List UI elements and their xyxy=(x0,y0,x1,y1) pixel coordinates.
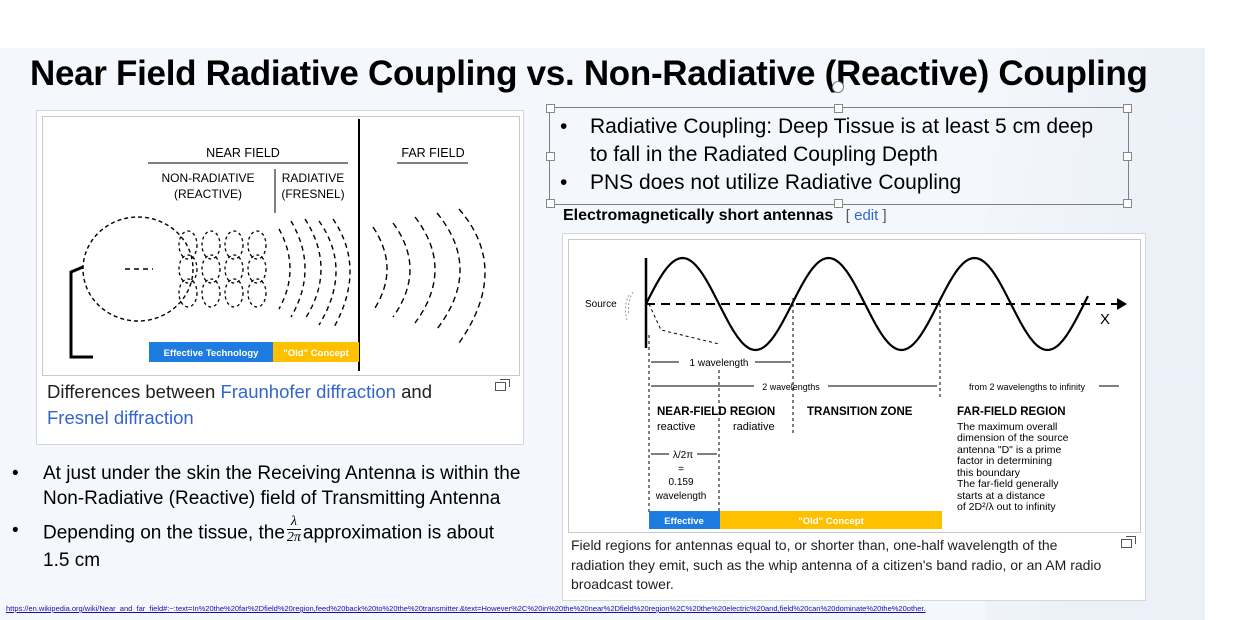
figure1-caption: Differences between Fraunhofer diffracti… xyxy=(47,379,487,431)
bullet-2-text: PNS does not utilize Radiative Coupling xyxy=(590,171,962,194)
near-field-label: NEAR FIELD xyxy=(206,146,280,160)
source-url-link[interactable]: https://en.wikipedia.org/wiki/Near_and_f… xyxy=(6,604,926,613)
caption-text: Differences between xyxy=(47,381,221,402)
far-desc-line: antenna "D" is a prime xyxy=(957,444,1061,456)
rotate-handle-icon[interactable] xyxy=(832,81,844,93)
edit-link[interactable]: edit xyxy=(854,207,879,224)
bullet-dot: • xyxy=(560,115,568,138)
radiative-label: radiative xyxy=(733,421,775,433)
x-axis-arrow xyxy=(1117,298,1127,310)
far-desc-line: starts at a distance xyxy=(957,490,1045,502)
caption-line: Field regions for antennas equal to, or … xyxy=(571,537,1058,553)
fresnel-link[interactable]: Fresnel diffraction xyxy=(47,407,194,428)
lambda-fraction: λ 2π xyxy=(286,514,301,545)
expand-icon[interactable] xyxy=(495,379,511,391)
far-field-arcs xyxy=(372,208,486,344)
caption-line: radiation they emit, such as the whip an… xyxy=(571,556,1102,573)
far-desc-line: this boundary xyxy=(957,467,1021,479)
section-heading: Electromagnetically short antennas [ edi… xyxy=(563,207,887,225)
equals-label: = xyxy=(678,464,684,475)
bullet-1-line-2: Non-Radiative (Reactive) field of Transm… xyxy=(43,488,501,509)
figure-field-regions: Source X 1 wavelength 2 wavelengths xyxy=(562,233,1146,601)
wavelength-label: wavelength xyxy=(655,491,707,502)
resize-handle-left[interactable] xyxy=(546,152,555,161)
bullet-dot: • xyxy=(12,463,19,484)
expand-icon[interactable] xyxy=(1121,536,1137,548)
reactive-label: (REACTIVE) xyxy=(174,187,242,201)
one-wavelength-label: 1 wavelength xyxy=(690,358,749,369)
transition-zone-label: TRANSITION ZONE xyxy=(807,406,913,418)
figure2-caption: Field regions for antennas equal to, or … xyxy=(571,536,1121,595)
far-desc-line: The maximum overall xyxy=(957,421,1057,433)
bullet-dot: • xyxy=(560,171,568,194)
fraction-denominator: 2π xyxy=(286,530,301,545)
sine-wave xyxy=(645,256,1089,352)
section-heading-text: Electromagnetically short antennas xyxy=(563,207,834,224)
far-field-label: FAR FIELD xyxy=(401,146,464,160)
effective-label: Effective xyxy=(664,516,704,527)
near-far-field-diagram: NEAR FIELD FAR FIELD NON-RADIATIVE (REAC… xyxy=(42,116,520,376)
old-concept-label: "Old" Concept xyxy=(798,516,864,527)
bullet-2-suffix: approximation is about xyxy=(302,522,495,544)
edit-bracket-open: [ xyxy=(845,207,850,224)
field-regions-svg: Source X 1 wavelength 2 wavelengths xyxy=(585,256,1127,529)
resize-handle-top[interactable] xyxy=(834,104,843,113)
dimension-lines xyxy=(651,361,1119,455)
old-concept-bar xyxy=(273,342,359,362)
slide-title: Near Field Radiative Coupling vs. Non-Ra… xyxy=(30,54,1148,93)
resize-handle-bottom-left[interactable] xyxy=(546,199,555,208)
far-desc-line: of 2D²/λ out to infinity xyxy=(957,501,1056,513)
effective-technology-label: Effective Technology xyxy=(164,348,260,359)
effective-bar xyxy=(649,511,720,529)
radiative-label: RADIATIVE xyxy=(282,171,344,185)
fraunhofer-link[interactable]: Fraunhofer diffraction xyxy=(220,381,396,402)
resize-handle-top-left[interactable] xyxy=(546,104,555,113)
x-axis-label: X xyxy=(1100,311,1110,328)
caption-and: and xyxy=(395,381,432,402)
antenna-shape xyxy=(69,265,93,359)
reactive-label: reactive xyxy=(657,421,696,433)
field-regions-diagram: Source X 1 wavelength 2 wavelengths xyxy=(568,239,1141,533)
bullet-1-line-2: to fall in the Radiated Coupling Depth xyxy=(590,143,938,166)
value-label: 0.159 xyxy=(668,477,693,488)
wave-indicator xyxy=(648,303,720,345)
old-concept-label: "Old" Concept xyxy=(283,348,349,359)
source-label: Source xyxy=(585,299,617,310)
bullet-2-line-2: 1.5 cm xyxy=(43,550,101,571)
resize-handle-bottom-right[interactable] xyxy=(1123,199,1132,208)
lambda-over-2pi-label: λ/2π xyxy=(673,450,693,461)
bullet-2-line-1: Depending on the tissue, the λ 2π approxima… xyxy=(43,514,495,549)
far-distance-label: from 2 wavelengths to infinity xyxy=(969,382,1086,392)
source-waves xyxy=(624,291,634,321)
fresnel-label: (FRESNEL) xyxy=(281,187,344,201)
bullet-1-line-1: At just under the skin the Receiving Ant… xyxy=(43,463,521,484)
bullet-1-line-1: Radiative Coupling: Deep Tissue is at le… xyxy=(590,115,1094,138)
near-far-diagram-svg: NEAR FIELD FAR FIELD NON-RADIATIVE (REAC… xyxy=(69,119,486,371)
resize-handle-right[interactable] xyxy=(1123,152,1132,161)
reactive-field-envelope xyxy=(82,216,194,322)
far-desc-line: dimension of the source xyxy=(957,432,1069,444)
edit-bracket-close: ] xyxy=(882,207,887,224)
reactive-field-loops xyxy=(178,230,267,308)
fraction-numerator: λ xyxy=(286,514,301,530)
effective-technology-bar xyxy=(149,342,273,362)
bullet-2-prefix: Depending on the tissue, the xyxy=(43,522,285,544)
edit-link-group: [ edit ] xyxy=(846,207,887,224)
two-wavelengths-label: 2 wavelengths xyxy=(762,382,820,392)
far-field-region-label: FAR-FIELD REGION xyxy=(957,406,1066,418)
old-concept-bar xyxy=(720,511,942,529)
far-desc-line: The far-field generally xyxy=(957,478,1059,490)
bullet-dot: • xyxy=(12,520,19,541)
far-desc-line: factor in determining xyxy=(957,455,1052,467)
figure-near-far-field: NEAR FIELD FAR FIELD NON-RADIATIVE (REAC… xyxy=(36,110,524,445)
resize-handle-bottom[interactable] xyxy=(834,199,843,208)
resize-handle-top-right[interactable] xyxy=(1123,104,1132,113)
region-dividers xyxy=(648,298,941,515)
caption-line: broadcast tower. xyxy=(571,576,674,592)
non-radiative-label: NON-RADIATIVE xyxy=(161,171,254,185)
radiative-field-arcs xyxy=(278,218,351,330)
far-field-description: The maximum overall dimension of the sou… xyxy=(957,421,1069,513)
near-field-region-label: NEAR-FIELD REGION xyxy=(657,406,775,418)
